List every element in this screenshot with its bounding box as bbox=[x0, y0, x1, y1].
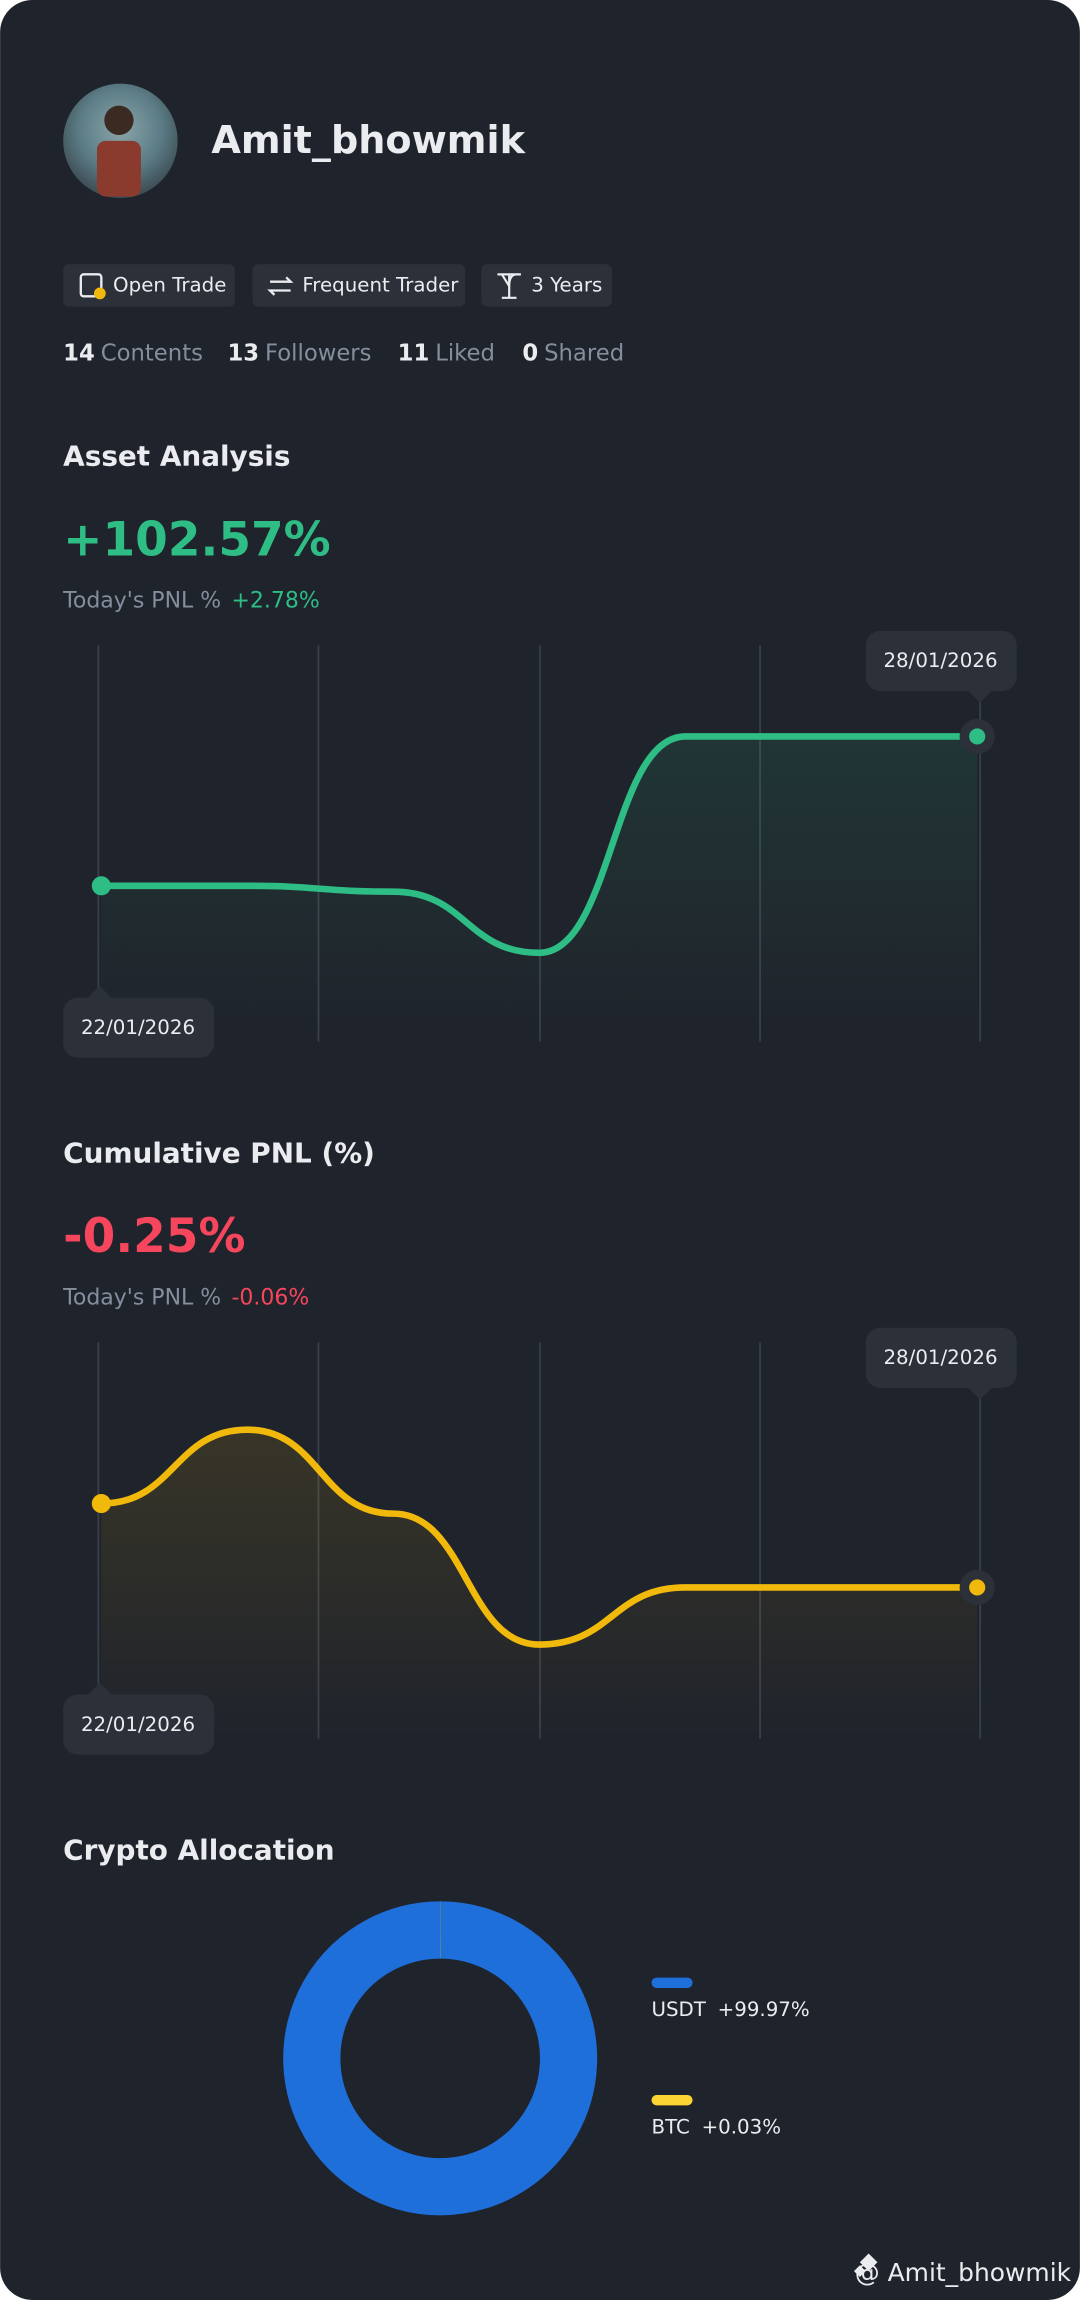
section-title: Cumulative PNL (%) bbox=[63, 1137, 375, 1170]
stat-value: 11 bbox=[398, 340, 430, 366]
badge-icon bbox=[497, 273, 521, 299]
line bbox=[98, 1426, 981, 1648]
tooltip-date: 22/01/2026 bbox=[81, 1016, 195, 1039]
section-title: Crypto Allocation bbox=[63, 1834, 334, 1867]
stat-label: Contents bbox=[101, 340, 203, 366]
stat: 13 Followers bbox=[228, 340, 372, 366]
tooltip-pointer bbox=[88, 985, 112, 998]
legend-value: +0.03% bbox=[702, 2115, 781, 2138]
start-point bbox=[91, 876, 111, 896]
pnl-value: +2.78% bbox=[231, 589, 319, 614]
legend-name: USDT bbox=[652, 1997, 707, 2020]
watermark: @ Amit_bhowmik bbox=[855, 2258, 1072, 2287]
start-point bbox=[91, 1494, 111, 1514]
watermark-logo bbox=[853, 2253, 878, 2277]
legend-entry: BTC +0.03% bbox=[652, 2115, 782, 2138]
end-point bbox=[969, 1579, 986, 1596]
stat-value: 0 bbox=[522, 340, 538, 366]
stat-value: 13 bbox=[228, 340, 260, 366]
stat-value: 14 bbox=[63, 340, 95, 366]
tooltip-pointer bbox=[968, 1387, 992, 1400]
pnl-value: -0.06% bbox=[231, 1285, 309, 1310]
badge bbox=[252, 264, 466, 307]
line bbox=[98, 733, 981, 957]
tooltip-pointer bbox=[88, 1682, 112, 1695]
legend-swatch bbox=[651, 1977, 693, 1988]
avatar-head bbox=[104, 105, 134, 135]
avatar-figure bbox=[96, 140, 141, 197]
badge-icon bbox=[93, 287, 106, 300]
headline-value: +102.57% bbox=[63, 512, 330, 567]
badge-label: Open Trade bbox=[113, 274, 226, 297]
badge bbox=[63, 264, 235, 307]
username: Amit_bhowmik bbox=[211, 118, 526, 162]
legend-value: +99.97% bbox=[718, 1997, 810, 2020]
pnl-row: Today's PNL % -0.06% bbox=[62, 1285, 309, 1310]
pnl-row: Today's PNL % +2.78% bbox=[62, 589, 320, 614]
tooltip bbox=[63, 997, 215, 1058]
end-point bbox=[969, 728, 986, 745]
tooltip-pointer bbox=[968, 691, 992, 703]
badge-icon bbox=[79, 273, 103, 298]
tooltip-date: 28/01/2026 bbox=[883, 1346, 997, 1369]
badge-label: 3 Years bbox=[531, 274, 602, 297]
legend-entry: USDT +99.97% bbox=[652, 1997, 810, 2020]
stat-label: Followers bbox=[265, 340, 372, 366]
headline-value: -0.25% bbox=[63, 1209, 245, 1264]
stat-label: Shared bbox=[544, 340, 624, 366]
donut-segment bbox=[283, 1901, 598, 2216]
badge-label: Frequent Trader bbox=[302, 274, 459, 297]
tooltip bbox=[865, 1327, 1017, 1388]
stat: 14 Contents bbox=[63, 340, 203, 366]
area bbox=[101, 1429, 978, 1739]
legend-swatch bbox=[651, 2095, 693, 2106]
tooltip-date: 22/01/2026 bbox=[81, 1713, 195, 1736]
pnl-label: Today's PNL % bbox=[62, 1285, 221, 1310]
stat: 0 Shared bbox=[522, 340, 624, 366]
stat: 11 Liked bbox=[398, 340, 495, 366]
badge-icon bbox=[267, 276, 294, 296]
tooltip-date: 28/01/2026 bbox=[883, 649, 997, 672]
area bbox=[101, 736, 978, 1042]
stat-label: Liked bbox=[435, 340, 495, 366]
pnl-label: Today's PNL % bbox=[62, 589, 221, 614]
section-title: Asset Analysis bbox=[63, 440, 290, 473]
tooltip bbox=[63, 1694, 215, 1755]
legend-name: BTC bbox=[652, 2115, 690, 2138]
tooltip bbox=[865, 630, 1017, 692]
